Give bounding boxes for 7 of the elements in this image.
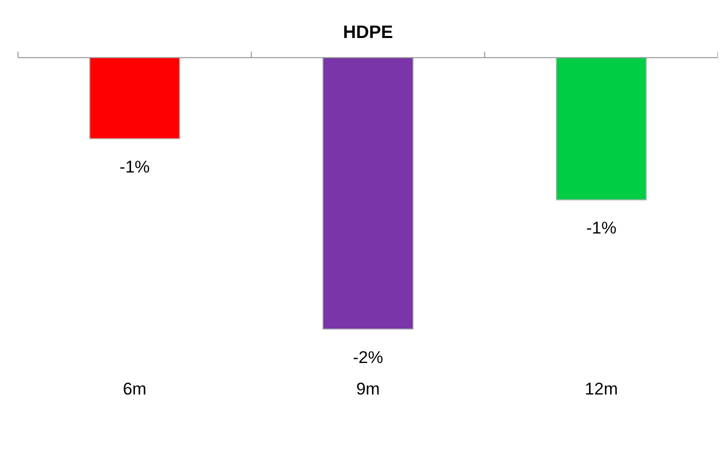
data-label: -2%: [352, 348, 384, 367]
data-label: -1%: [120, 157, 150, 176]
x-tick-label: 9m: [356, 379, 380, 398]
x-tick-label: 12m: [584, 379, 618, 398]
chart-title: HDPE: [342, 22, 394, 42]
data-label: -1%: [586, 218, 616, 238]
x-tick-label: 6m: [122, 379, 146, 398]
